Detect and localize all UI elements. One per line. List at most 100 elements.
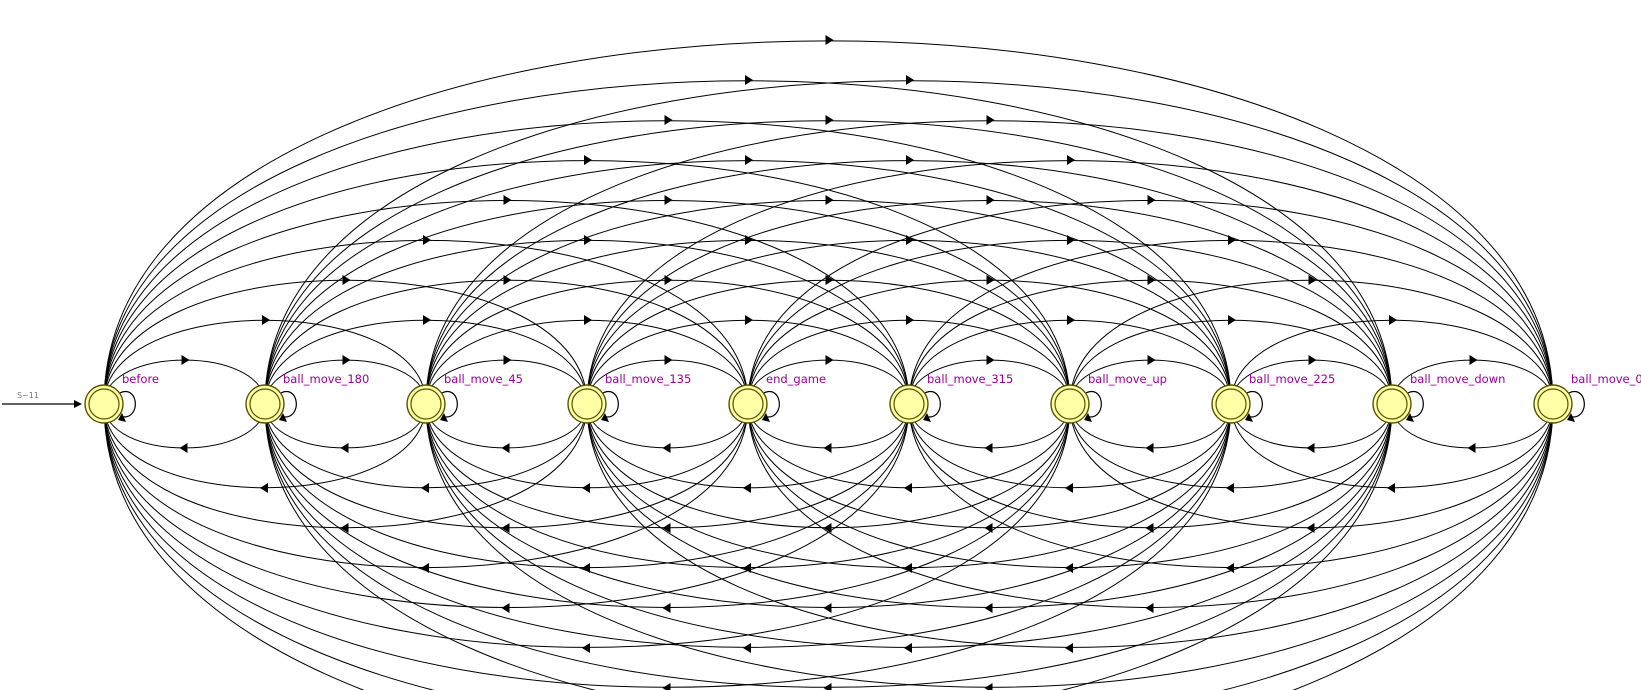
arrowhead-left [823, 523, 832, 533]
edge-ball_move_0-to-before [103, 403, 1554, 690]
state-label: ball_move_45 [444, 372, 523, 386]
edge-ball_move_45-to-ball_move_down [425, 160, 1393, 405]
arrowhead-right [584, 315, 592, 325]
arrowhead-left [662, 443, 671, 453]
state-inner-circle [1376, 388, 1408, 420]
state-ball_move_up[interactable]: ball_move_up [1050, 372, 1167, 424]
self-loop-end_game [761, 391, 780, 418]
edge-ball_move_0-to-ball_move_down [1391, 403, 1554, 449]
edge-ball_move_up-to-ball_move_180 [264, 403, 1071, 608]
arrowhead-left [1065, 643, 1073, 653]
state-label: ball_move_down [1410, 372, 1505, 386]
edge-ball_move_135-to-ball_move_45 [425, 403, 588, 449]
self-loop-ball_move_0 [1566, 391, 1585, 418]
arrowhead-right [503, 355, 512, 365]
arrowhead-right [745, 75, 753, 85]
state-label: ball_move_up [1088, 372, 1167, 386]
arrowhead-left [662, 603, 671, 613]
arrowhead-right [181, 355, 190, 365]
arrowhead-right [664, 355, 673, 365]
arrowhead-self-loop [762, 413, 770, 422]
arrowhead-right [745, 155, 753, 165]
state-label: before [122, 372, 159, 386]
arrowhead-right [664, 195, 673, 205]
arrowhead-right [1308, 275, 1317, 285]
arrowhead-self-loop [1567, 413, 1575, 422]
state-inner-circle [571, 388, 603, 420]
state-label: end_game [766, 372, 826, 386]
edge-ball_move_135-to-ball_move_0 [586, 160, 1554, 405]
arrowhead-left [260, 483, 268, 493]
state-inner-circle [1054, 388, 1086, 420]
state-ball_move_0[interactable]: ball_move_0 [1533, 372, 1641, 424]
arrowhead-right [825, 35, 834, 45]
arrowhead-right [1147, 355, 1156, 365]
edge-ball_move_225-to-ball_move_up [1069, 403, 1232, 449]
edge-ball_move_0-to-ball_move_180 [264, 403, 1554, 690]
arrowhead-left [1226, 563, 1234, 573]
edge-ball_move_135-to-before [103, 403, 588, 529]
arrowhead-right [503, 275, 512, 285]
state-inner-circle [410, 388, 442, 420]
arrowhead-self-loop [923, 413, 931, 422]
arrowhead-right [1067, 315, 1075, 325]
arrowhead-self-loop [1406, 413, 1414, 422]
edge-ball_move_315-to-before [103, 403, 910, 608]
arrowhead-left [984, 683, 993, 690]
arrowhead-right [906, 155, 914, 165]
arrowhead-right [1228, 315, 1236, 325]
arrowhead-left [1145, 523, 1154, 533]
edge-before-to-ball_move_up [103, 160, 1071, 405]
edge-end_game-to-ball_move_135 [586, 403, 749, 449]
arrowhead-right [986, 355, 995, 365]
state-ball_move_180[interactable]: ball_move_180 [245, 372, 369, 424]
arrowhead-left [823, 683, 832, 690]
arrowhead-left [904, 643, 912, 653]
arrowhead-left [904, 483, 912, 493]
arrowhead-self-loop [118, 413, 126, 422]
state-before[interactable]: before [84, 372, 159, 424]
arrowhead-left [421, 483, 429, 493]
state-end_game[interactable]: end_game [728, 372, 826, 424]
arrowhead-right [825, 275, 834, 285]
arrowhead-left [340, 443, 349, 453]
arrowhead-left [984, 603, 993, 613]
arrowhead-left [1226, 483, 1234, 493]
states-layer: before ball_move_180 ball_move_45 ball_move… [84, 372, 1641, 424]
state-inner-circle [893, 388, 925, 420]
state-ball_move_135[interactable]: ball_move_135 [567, 372, 691, 424]
edge-ball_move_down-to-ball_move_135 [586, 403, 1393, 608]
arrowhead-left [501, 603, 510, 613]
arrowhead-left [743, 483, 751, 493]
state-ball_move_down[interactable]: ball_move_down [1372, 372, 1505, 424]
reset-transition: S~11 [2, 391, 82, 408]
edge-ball_move_225-to-ball_move_180 [264, 403, 1232, 648]
arrowhead-right [262, 315, 270, 325]
arrowhead-left [179, 443, 188, 453]
edge-ball_move_225-to-ball_move_45 [425, 403, 1232, 608]
edge-before-to-ball_move_0 [103, 40, 1554, 405]
arrowhead-left [823, 443, 832, 453]
edge-ball_move_down-to-ball_move_315 [908, 403, 1393, 529]
arrowhead-left [1065, 483, 1073, 493]
state-label: ball_move_0 [1571, 372, 1641, 386]
state-inner-circle [1215, 388, 1247, 420]
state-label: ball_move_225 [1249, 372, 1335, 386]
arrowhead-right [1308, 355, 1317, 365]
arrowhead-left [582, 483, 590, 493]
arrowhead-right [906, 315, 914, 325]
self-loop-ball_move_45 [439, 391, 458, 418]
transitions-layer [103, 35, 1554, 690]
state-ball_move_45[interactable]: ball_move_45 [406, 372, 523, 424]
arrowhead-left [1065, 563, 1073, 573]
state-ball_move_315[interactable]: ball_move_315 [889, 372, 1013, 424]
arrowhead-right [745, 315, 753, 325]
arrowhead-right [1469, 355, 1478, 365]
state-ball_move_225[interactable]: ball_move_225 [1211, 372, 1335, 424]
state-inner-circle [88, 388, 120, 420]
arrowhead-right [825, 355, 834, 365]
arrowhead-left [1387, 483, 1395, 493]
arrowhead-right [1389, 315, 1397, 325]
edge-ball_move_up-to-before [103, 403, 1071, 648]
arrowhead-left [1306, 523, 1315, 533]
